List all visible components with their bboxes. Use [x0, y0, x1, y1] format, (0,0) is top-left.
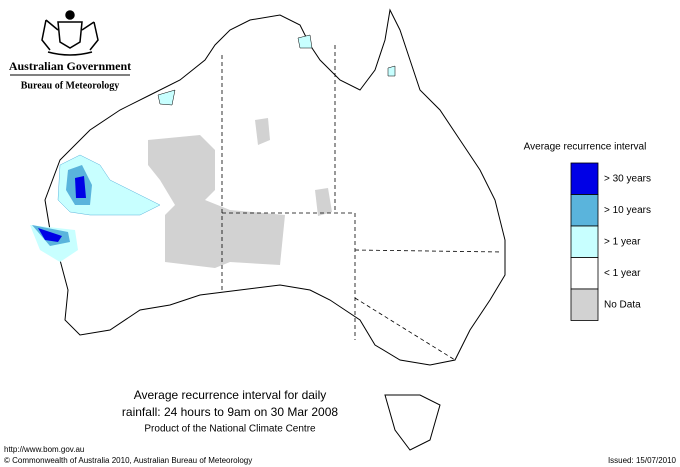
footer-issued: Issued: 15/07/2010 [608, 456, 677, 465]
footer-url: http://www.bom.gov.au [4, 445, 84, 454]
legend-swatch [570, 162, 599, 195]
no-data-areas [148, 118, 332, 268]
legend-label: > 1 year [604, 236, 641, 247]
area-over-30-years [38, 228, 62, 242]
tasmania [384, 394, 441, 451]
legend-swatch [570, 257, 599, 290]
legend-label: < 1 year [604, 268, 641, 279]
caption-product: Product of the National Climate Centre [144, 424, 316, 435]
state-borders [221, 45, 503, 361]
area-over-1-year [387, 65, 396, 77]
crest [41, 10, 99, 56]
caption-title: rainfall: 24 hours to 9am on 30 Mar 2008 [122, 405, 338, 419]
legend-swatch [570, 194, 599, 227]
agency: Australian Government [9, 59, 131, 73]
area-over-1-year [157, 89, 176, 106]
area-over-1-year [297, 34, 313, 49]
legend-label: > 10 years [604, 205, 651, 216]
legend-swatch [570, 288, 599, 321]
legend-label: > 30 years [604, 173, 651, 184]
legend-title: Average recurrence interval [524, 142, 647, 153]
area-over-30-years [75, 176, 86, 198]
caption-title: Average recurrence interval for daily [134, 388, 327, 402]
legend: > 30 years > 10 years > 1 year < 1 year No D… [570, 162, 651, 321]
bureau: Bureau of Meteorology [21, 80, 120, 91]
footer-copyright: © Commonwealth of Australia 2010, Austra… [4, 456, 252, 465]
legend-label: No Data [604, 299, 641, 310]
legend-swatch [570, 225, 599, 258]
